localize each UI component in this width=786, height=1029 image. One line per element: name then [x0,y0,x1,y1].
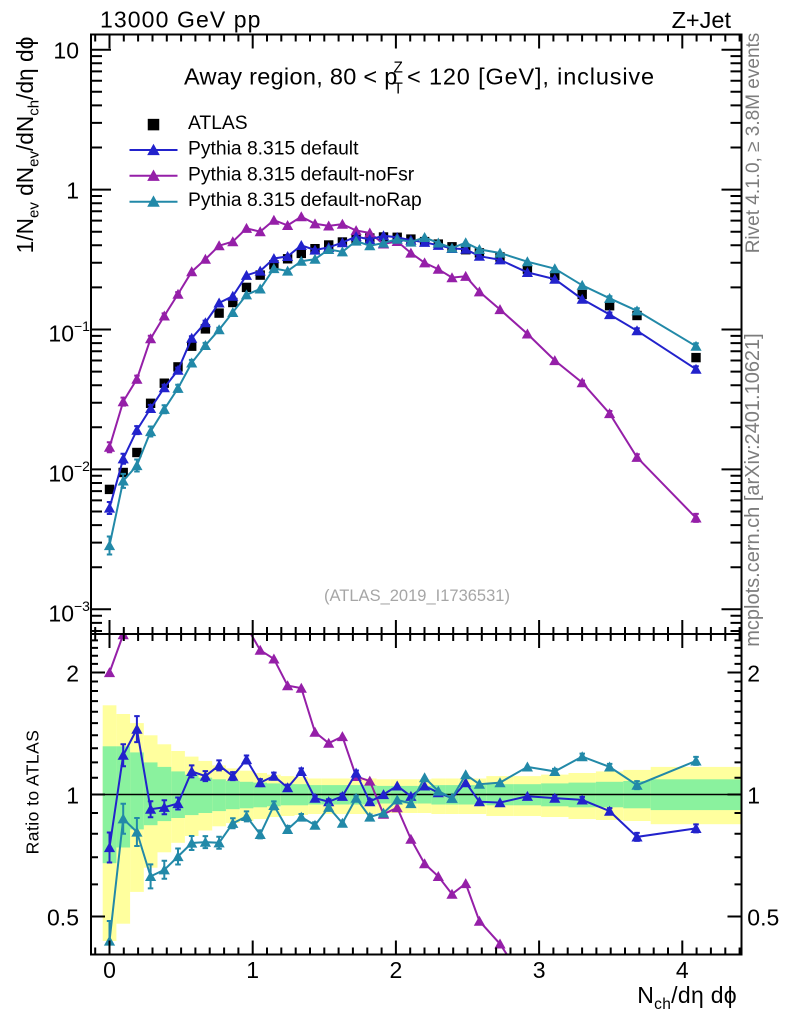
svg-text:2: 2 [747,660,760,686]
svg-text:Ratio to ATLAS: Ratio to ATLAS [23,730,43,855]
svg-text:Z: Z [394,60,403,77]
svg-text:ATLAS: ATLAS [188,113,248,134]
svg-text:3: 3 [533,957,546,983]
svg-text:1/Nev dNev/dNch/dη dϕ: 1/Nev dNev/dNch/dη dϕ [12,37,43,254]
svg-text:Nch/dη dϕ: Nch/dη dϕ [637,982,737,1013]
svg-text:2: 2 [66,660,79,686]
svg-text:10: 10 [48,600,74,626]
svg-text:−2: −2 [74,458,90,474]
svg-text:Pythia 8.315 default: Pythia 8.315 default [188,139,359,160]
svg-text:0: 0 [103,957,116,983]
svg-text:Pythia 8.315 default-noRap: Pythia 8.315 default-noRap [188,190,422,211]
svg-text:T: T [394,81,403,98]
svg-text:0.5: 0.5 [47,905,79,931]
svg-text:0.5: 0.5 [747,905,779,931]
svg-text:4: 4 [676,957,689,983]
svg-text:1: 1 [66,783,79,809]
svg-text:Z+Jet: Z+Jet [672,7,732,33]
svg-text:1: 1 [66,178,79,204]
svg-text:mcplots.cern.ch [arXiv:2401.10: mcplots.cern.ch [arXiv:2401.10621] [742,333,764,647]
svg-text:1: 1 [246,957,259,983]
svg-text:< 120 [GeV], inclusive: < 120 [GeV], inclusive [407,64,655,90]
svg-text:(ATLAS_2019_I1736531): (ATLAS_2019_I1736531) [324,587,510,605]
svg-text:1: 1 [747,783,760,809]
svg-text:−1: −1 [74,318,90,334]
svg-text:−3: −3 [74,598,90,614]
svg-text:Away region, 80 < p: Away region, 80 < p [184,64,398,90]
svg-text:13000 GeV pp: 13000 GeV pp [100,7,262,33]
svg-text:10: 10 [48,460,74,486]
svg-text:2: 2 [390,957,403,983]
svg-text:10: 10 [53,38,79,64]
svg-text:10: 10 [48,321,74,347]
svg-text:Pythia 8.315 default-noFsr: Pythia 8.315 default-noFsr [188,164,415,185]
svg-text:Rivet 4.1.0, ≥ 3.8M events: Rivet 4.1.0, ≥ 3.8M events [743,33,764,254]
